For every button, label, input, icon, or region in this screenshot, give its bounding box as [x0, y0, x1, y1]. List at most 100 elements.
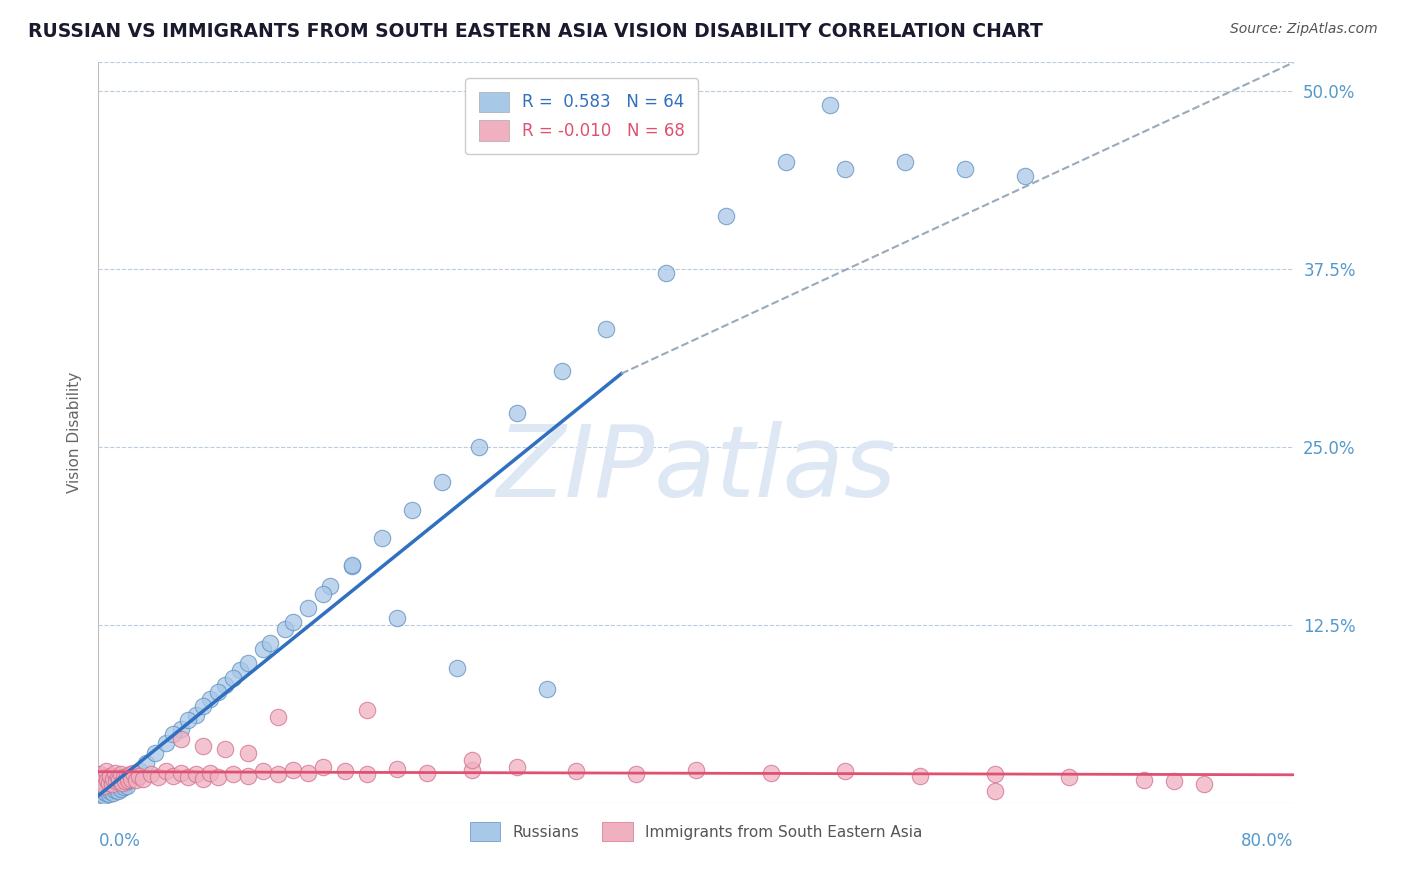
- Point: [148, 770, 170, 784]
- Point: [121, 765, 143, 780]
- Point: [468, 440, 491, 454]
- Point: [281, 763, 304, 777]
- Point: [267, 710, 290, 724]
- Point: [252, 642, 274, 657]
- Point: [506, 406, 529, 420]
- Point: [135, 756, 157, 770]
- Point: [775, 155, 797, 169]
- Point: [114, 774, 136, 789]
- Point: [103, 772, 125, 786]
- Point: [93, 789, 115, 803]
- Point: [1192, 777, 1215, 791]
- Point: [96, 783, 118, 797]
- Point: [506, 760, 529, 774]
- Point: [446, 660, 468, 674]
- Point: [222, 671, 245, 685]
- Point: [90, 787, 112, 801]
- Point: [236, 746, 259, 760]
- Point: [162, 769, 184, 783]
- Point: [169, 765, 191, 780]
- Point: [105, 774, 128, 789]
- Point: [416, 765, 439, 780]
- Point: [565, 764, 588, 779]
- Point: [281, 615, 304, 629]
- Point: [93, 779, 115, 793]
- Point: [120, 772, 142, 786]
- Point: [177, 770, 200, 784]
- Point: [177, 713, 200, 727]
- Text: RUSSIAN VS IMMIGRANTS FROM SOUTH EASTERN ASIA VISION DISABILITY CORRELATION CHAR: RUSSIAN VS IMMIGRANTS FROM SOUTH EASTERN…: [28, 22, 1043, 41]
- Point: [1163, 774, 1185, 789]
- Point: [91, 770, 114, 784]
- Point: [103, 786, 125, 800]
- Point: [894, 155, 917, 169]
- Point: [107, 770, 129, 784]
- Point: [155, 736, 177, 750]
- Point: [90, 774, 112, 789]
- Point: [200, 765, 222, 780]
- Point: [191, 698, 214, 713]
- Point: [461, 753, 484, 767]
- Point: [128, 769, 150, 783]
- Point: [97, 787, 120, 801]
- Point: [117, 772, 139, 787]
- Y-axis label: Vision Disability: Vision Disability: [66, 372, 82, 493]
- Point: [214, 741, 236, 756]
- Point: [132, 772, 155, 786]
- Point: [207, 685, 229, 699]
- Point: [169, 722, 191, 736]
- Point: [107, 784, 129, 798]
- Point: [371, 531, 394, 545]
- Point: [259, 636, 281, 650]
- Point: [759, 765, 782, 780]
- Point: [97, 776, 120, 790]
- Point: [550, 364, 572, 378]
- Point: [1059, 770, 1081, 784]
- Point: [112, 780, 135, 794]
- Point: [1133, 772, 1156, 787]
- Point: [385, 762, 409, 776]
- Point: [91, 784, 114, 798]
- Point: [311, 586, 333, 600]
- Point: [125, 772, 148, 787]
- Point: [104, 783, 127, 797]
- Point: [252, 764, 274, 779]
- Point: [222, 767, 245, 781]
- Point: [143, 746, 166, 760]
- Point: [139, 767, 162, 781]
- Point: [356, 703, 378, 717]
- Point: [98, 784, 122, 798]
- Point: [536, 681, 558, 696]
- Legend: Russians, Immigrants from South Eastern Asia: Russians, Immigrants from South Eastern …: [464, 816, 928, 847]
- Point: [110, 767, 132, 781]
- Point: [111, 776, 134, 790]
- Point: [236, 769, 259, 783]
- Point: [200, 691, 222, 706]
- Text: ZIPatlas: ZIPatlas: [496, 421, 896, 518]
- Point: [297, 765, 319, 780]
- Point: [115, 779, 138, 793]
- Point: [184, 707, 207, 722]
- Point: [191, 739, 214, 753]
- Point: [342, 558, 364, 572]
- Point: [984, 784, 1007, 798]
- Point: [207, 770, 229, 784]
- Point: [356, 767, 378, 781]
- Point: [169, 731, 191, 746]
- Point: [110, 781, 132, 796]
- Point: [655, 266, 678, 280]
- Point: [111, 777, 134, 791]
- Point: [953, 162, 976, 177]
- Point: [112, 770, 135, 784]
- Point: [908, 769, 931, 783]
- Point: [685, 763, 707, 777]
- Point: [267, 767, 290, 781]
- Point: [108, 779, 131, 793]
- Point: [101, 781, 124, 796]
- Point: [118, 767, 141, 781]
- Point: [104, 765, 127, 780]
- Point: [236, 657, 259, 671]
- Point: [96, 772, 118, 787]
- Point: [155, 764, 177, 779]
- Point: [117, 774, 139, 789]
